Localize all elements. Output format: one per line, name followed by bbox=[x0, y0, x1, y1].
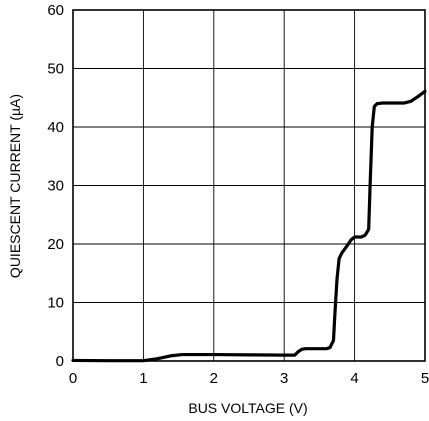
y-axis-ticks: 0 10 20 30 40 50 60 bbox=[47, 2, 64, 370]
y-tick-label: 10 bbox=[47, 295, 64, 312]
y-tick-label: 30 bbox=[47, 178, 64, 195]
y-axis-title: QUIESCENT CURRENT (µA) bbox=[7, 94, 23, 278]
series-line bbox=[71, 89, 427, 363]
y-tick-label: 40 bbox=[47, 119, 64, 136]
y-tick-label: 60 bbox=[47, 2, 64, 19]
grid bbox=[73, 10, 425, 361]
x-axis-ticks: 0 1 2 3 4 5 bbox=[69, 370, 429, 387]
x-tick-label: 0 bbox=[69, 370, 77, 387]
x-tick-label: 5 bbox=[421, 370, 429, 387]
x-tick-label: 1 bbox=[139, 370, 147, 387]
y-tick-label: 0 bbox=[56, 353, 64, 370]
plot-border bbox=[72, 9, 426, 362]
y-tick-label: 20 bbox=[47, 236, 64, 253]
y-tick-label: 50 bbox=[47, 61, 64, 78]
x-tick-label: 2 bbox=[210, 370, 218, 387]
x-tick-label: 4 bbox=[350, 370, 358, 387]
x-tick-label: 3 bbox=[280, 370, 288, 387]
x-axis-title: BUS VOLTAGE (V) bbox=[188, 400, 307, 416]
